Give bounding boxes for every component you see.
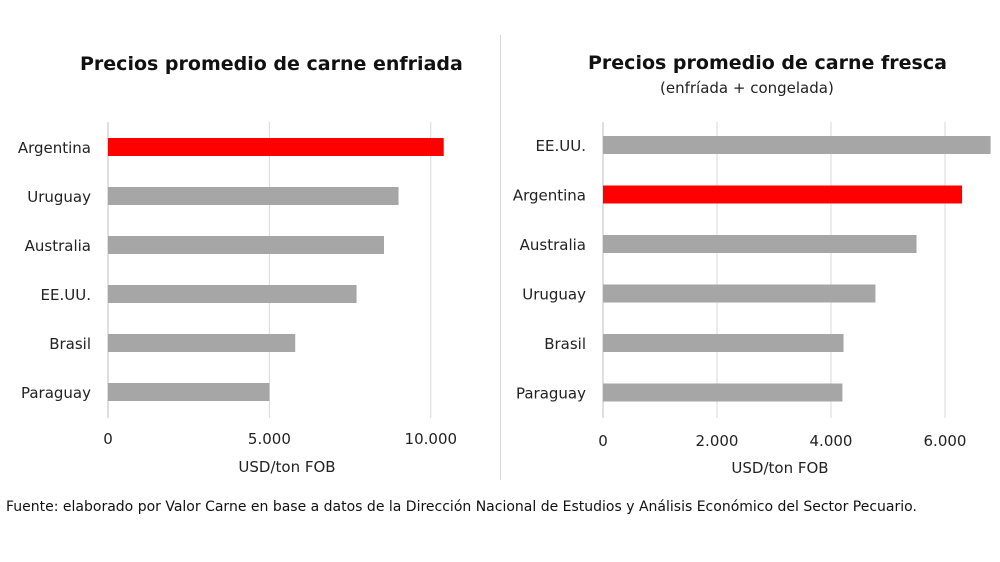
- x-tick-label-1: 5.000: [248, 430, 291, 448]
- chart-2-subtitle: (enfríada + congelada): [660, 79, 834, 97]
- bar-2-argentina: [603, 185, 963, 204]
- bar-1-eeuu: [108, 285, 357, 303]
- x-tick-label-1: 10.000: [405, 430, 458, 448]
- category-label-2: Paraguay: [516, 385, 586, 403]
- x-tick-label-2: 2.000: [696, 432, 739, 450]
- chart-2-title: Precios promedio de carne fresca: [588, 52, 947, 74]
- x-axis-label-2: USD/ton FOB: [731, 459, 828, 477]
- bar-2-brasil: [603, 334, 844, 352]
- bar-1-brasil: [108, 334, 296, 352]
- bar-1-paraguay: [108, 383, 270, 401]
- chart-1-title: Precios promedio de carne enfriada: [80, 53, 463, 75]
- category-label-2: Argentina: [513, 187, 586, 205]
- x-axis-label-1: USD/ton FOB: [238, 458, 335, 476]
- category-label-1: Paraguay: [21, 384, 91, 402]
- category-label-1: Uruguay: [27, 188, 91, 206]
- category-label-2: Australia: [520, 236, 586, 254]
- category-label-1: Argentina: [18, 139, 91, 157]
- category-label-1: EE.UU.: [41, 286, 91, 304]
- bar-2-uruguay: [603, 284, 876, 303]
- bar-1-uruguay: [108, 187, 399, 205]
- x-tick-label-2: 0: [598, 432, 608, 450]
- category-label-2: Brasil: [544, 335, 586, 353]
- category-label-2: Uruguay: [522, 286, 586, 304]
- x-tick-label-1: 0: [103, 430, 113, 448]
- bar-1-argentina: [108, 138, 444, 156]
- bar-2-paraguay: [603, 383, 843, 402]
- chart-divider: [500, 35, 501, 480]
- category-label-2: EE.UU.: [536, 137, 586, 155]
- category-label-1: Brasil: [49, 335, 91, 353]
- category-label-1: Australia: [25, 237, 91, 255]
- x-tick-label-2: 4.000: [810, 432, 853, 450]
- bar-2-eeuu: [603, 136, 991, 154]
- source-note: Fuente: elaborado por Valor Carne en bas…: [6, 499, 917, 515]
- x-tick-label-2: 6.000: [924, 432, 967, 450]
- bar-1-australia: [108, 236, 384, 254]
- bar-2-australia: [603, 235, 917, 253]
